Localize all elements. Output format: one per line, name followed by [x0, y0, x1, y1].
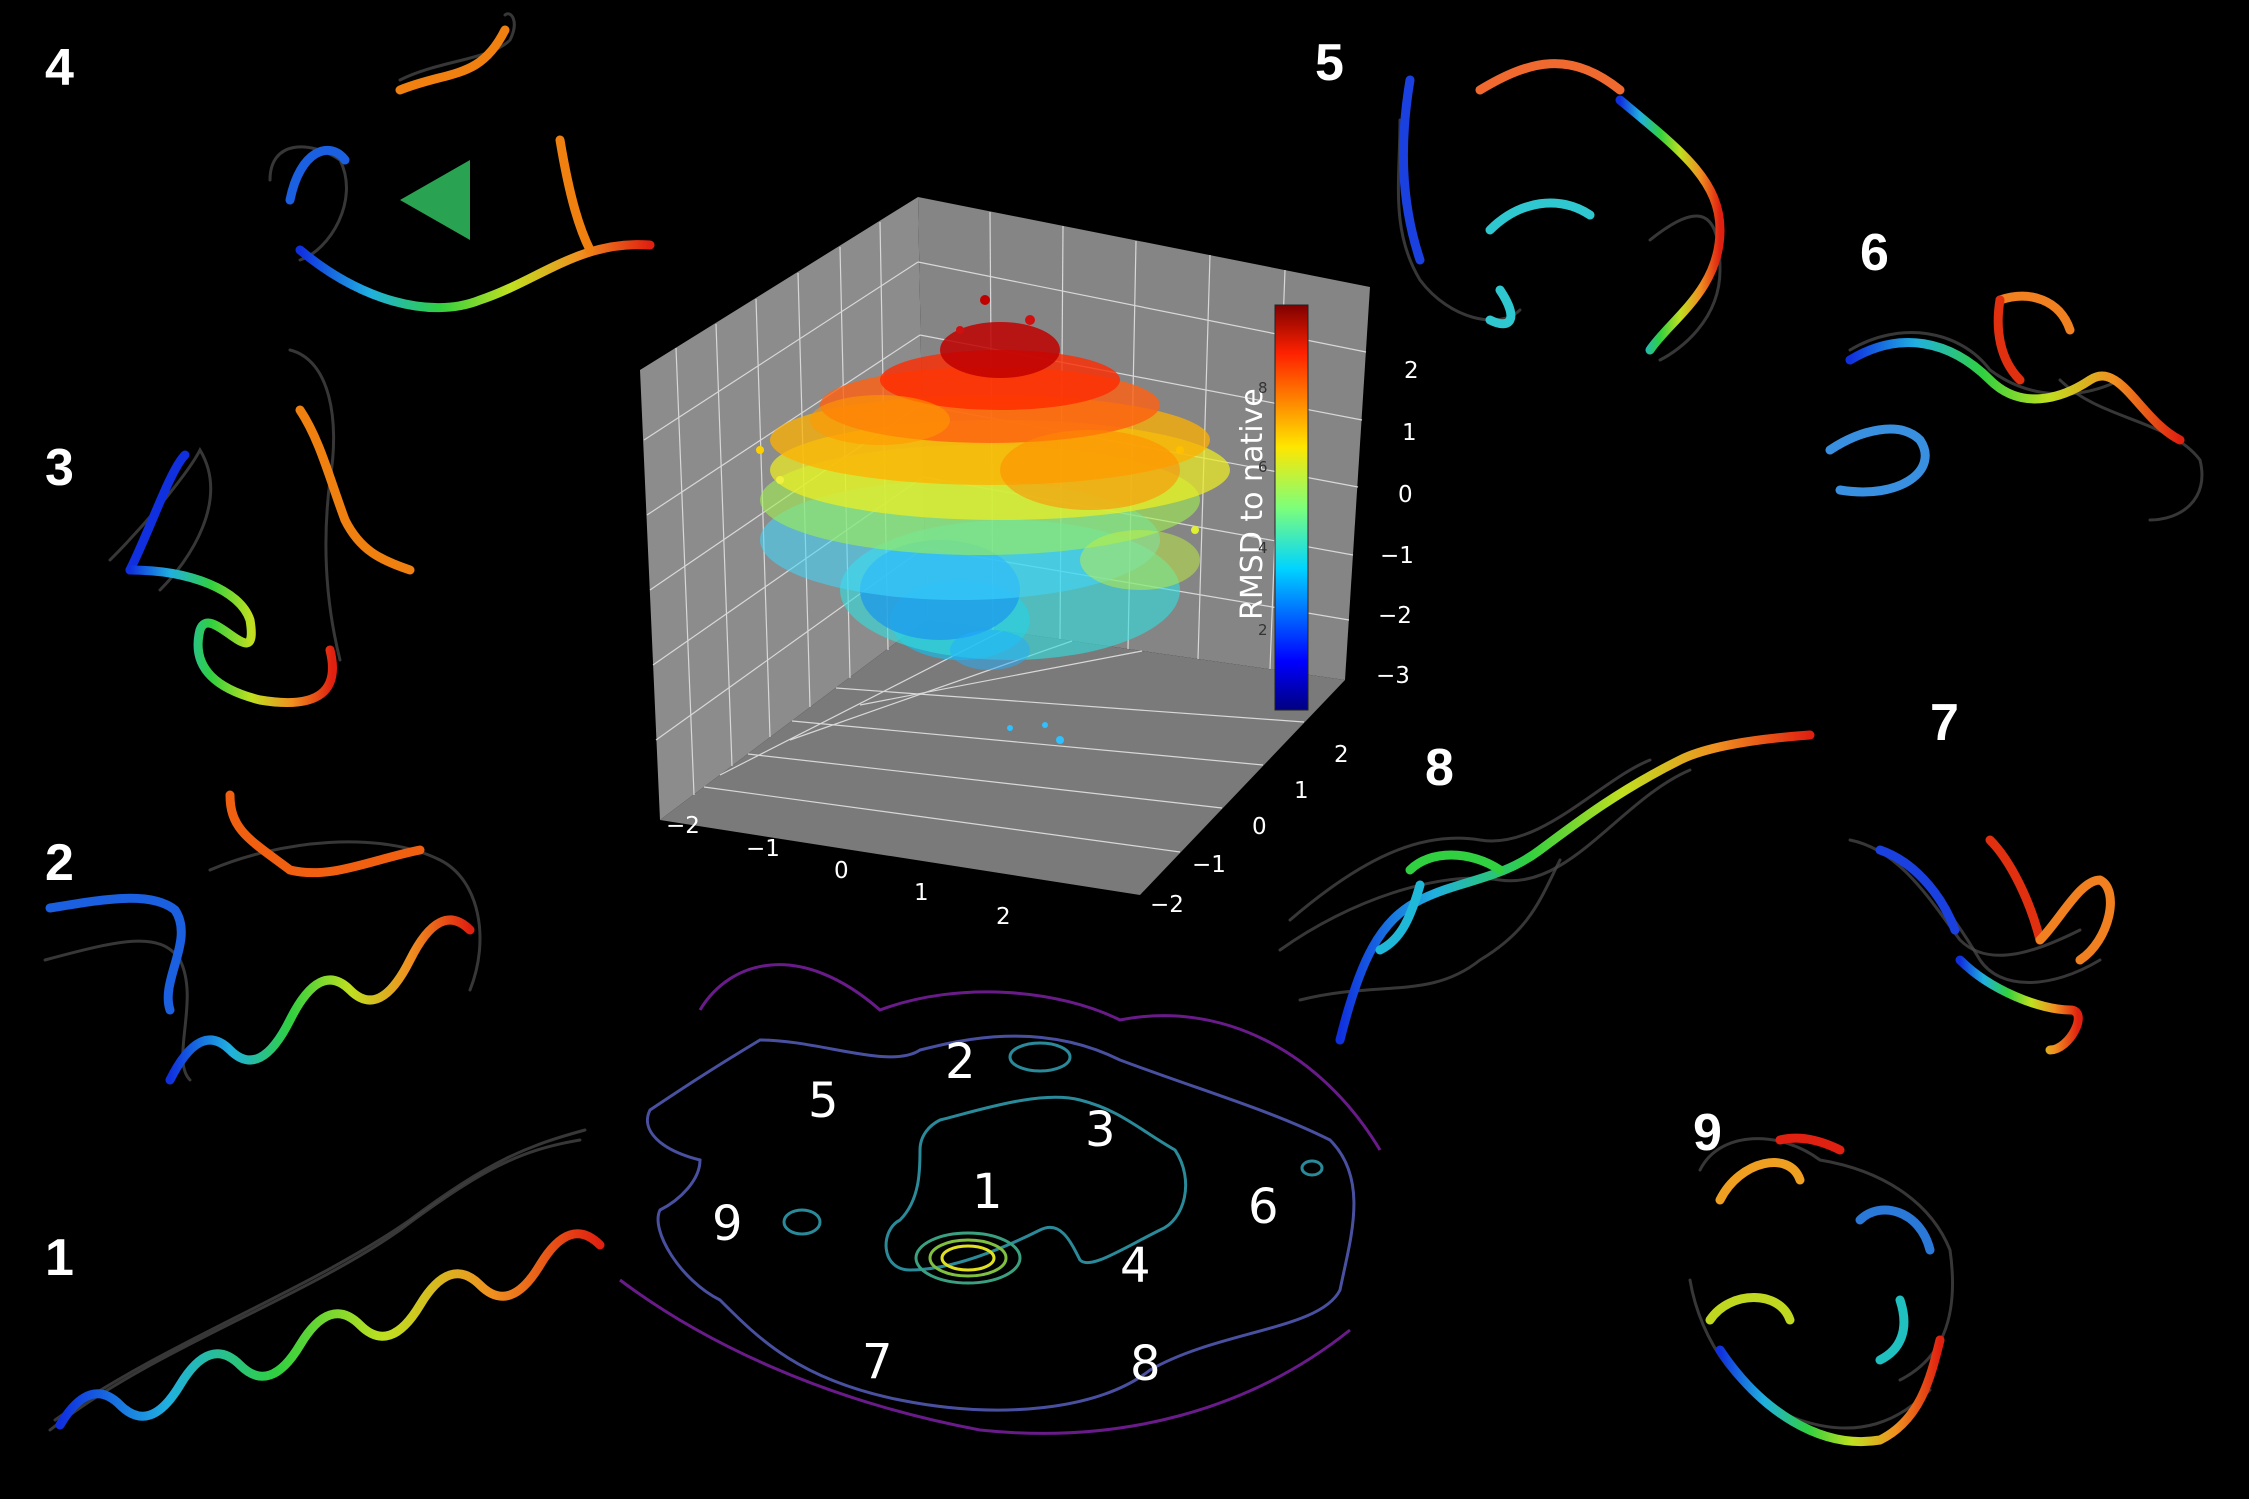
x-tick: −1 — [746, 836, 780, 862]
structure-7 — [1848, 835, 2115, 1055]
contour-mid — [646, 1034, 1356, 1412]
structure-label-2: 2 — [45, 834, 74, 892]
structure-label-6: 6 — [1860, 224, 1889, 282]
y-tick: 2 — [1334, 742, 1349, 768]
structure-label-5: 5 — [1315, 34, 1344, 92]
y-tick: 0 — [1252, 814, 1267, 840]
contour-label-8: 8 — [1130, 1336, 1161, 1392]
contour-label-1: 1 — [972, 1164, 1003, 1220]
structure-2 — [43, 790, 482, 1085]
x-tick: 2 — [996, 904, 1011, 930]
structure-label-3: 3 — [45, 439, 74, 497]
structure-9 — [1688, 1133, 1955, 1446]
y-tick: −2 — [1150, 892, 1184, 918]
x-tick: 0 — [834, 858, 849, 884]
colorbar-tick: 2 — [1258, 621, 1268, 639]
z-tick: 1 — [1402, 420, 1417, 446]
x-tick: 1 — [914, 880, 929, 906]
colorbar-tick: 6 — [1258, 458, 1268, 476]
contour-core — [940, 1244, 996, 1272]
structure-3 — [108, 348, 415, 708]
contour-label-7: 7 — [862, 1334, 893, 1390]
colorbar-tick: 8 — [1258, 379, 1268, 397]
structure-4 — [268, 12, 655, 313]
y-tick: 1 — [1294, 778, 1309, 804]
structure-label-7: 7 — [1930, 694, 1959, 752]
contour-label-2: 2 — [945, 1034, 976, 1090]
z-tick: 0 — [1398, 482, 1413, 508]
colorbar — [1274, 304, 1309, 711]
structure-8 — [1278, 730, 1815, 1045]
structure-5 — [1396, 59, 1725, 362]
structure-label-1: 1 — [45, 1229, 74, 1287]
contour-island — [1300, 1159, 1324, 1177]
contour-label-4: 4 — [1120, 1238, 1151, 1294]
contour-map: 1 2 3 4 5 6 7 8 9 — [619, 963, 1382, 1435]
contour-core — [928, 1238, 1008, 1278]
contour-island — [1008, 1041, 1072, 1073]
contour-label-5: 5 — [808, 1073, 839, 1129]
contour-island — [782, 1208, 822, 1236]
colorbar-tick: 4 — [1258, 539, 1268, 557]
structure-label-4: 4 — [45, 39, 74, 97]
x-tick: −2 — [666, 813, 700, 839]
contour-outer — [619, 963, 1382, 1435]
y-tick: −1 — [1192, 852, 1226, 878]
contour-label-3: 3 — [1085, 1102, 1116, 1158]
contour-inner — [884, 1095, 1188, 1272]
contour-label-9: 9 — [712, 1196, 743, 1252]
scatter-points — [756, 295, 1230, 744]
structure-1-helix — [48, 1128, 605, 1432]
contour-core — [914, 1231, 1022, 1285]
z-tick: −3 — [1376, 663, 1410, 689]
structure-label-8: 8 — [1425, 739, 1454, 797]
z-tick: 2 — [1404, 358, 1419, 384]
floor-pane — [660, 620, 1345, 895]
z-tick: −1 — [1380, 543, 1414, 569]
scatter-3d-plot: RMSD to native 8 6 4 2 2 1 0 −1 −2 −3 −2… — [640, 197, 1419, 930]
contour-label-6: 6 — [1248, 1179, 1279, 1235]
colorbar-label: RMSD to native — [1235, 388, 1270, 620]
structure-6 — [1825, 291, 2204, 522]
z-tick: −2 — [1378, 603, 1412, 629]
structure-label-9: 9 — [1693, 1104, 1722, 1162]
